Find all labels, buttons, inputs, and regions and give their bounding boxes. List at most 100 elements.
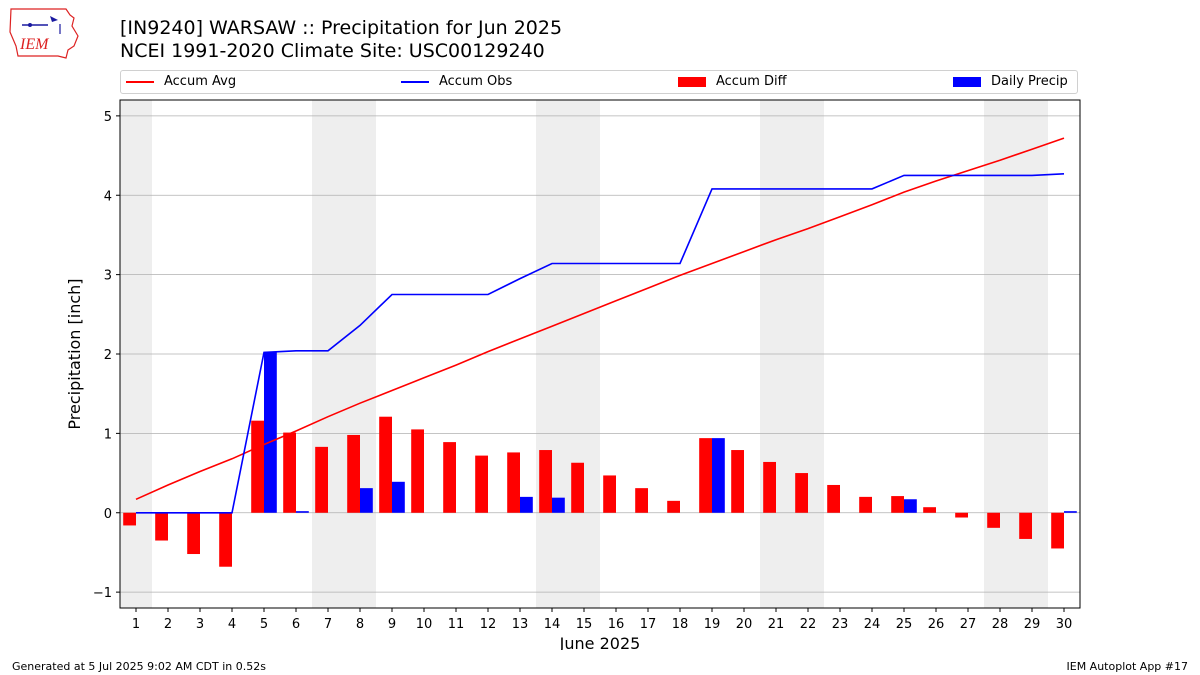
accum-diff-bar bbox=[443, 442, 456, 513]
accum-diff-bar bbox=[923, 507, 936, 513]
y-tick-label: −1 bbox=[93, 586, 112, 601]
accum-diff-bar bbox=[635, 488, 648, 513]
accum-avg-line bbox=[135, 137, 1065, 501]
daily-precip-bar bbox=[1064, 511, 1077, 513]
legend-label-accum-diff: Accum Diff bbox=[716, 74, 787, 89]
accum-diff-bar bbox=[283, 432, 296, 513]
accum-diff-bar bbox=[699, 438, 712, 513]
x-tick-label: 11 bbox=[448, 617, 465, 632]
x-tick-label: 16 bbox=[608, 617, 625, 632]
x-tick-label: 17 bbox=[640, 617, 657, 632]
daily-precip-bar bbox=[520, 496, 533, 513]
accum-diff-bar bbox=[379, 416, 392, 513]
accum-diff-bar bbox=[251, 420, 264, 513]
accum-diff-bar bbox=[219, 512, 232, 567]
accum-diff-bar bbox=[507, 452, 520, 513]
accum-diff-bar bbox=[731, 450, 744, 513]
logo-text: IEM bbox=[19, 36, 50, 53]
x-tick-label: 26 bbox=[928, 617, 945, 632]
accum-diff-bar bbox=[1051, 512, 1064, 549]
x-tick-label: 30 bbox=[1056, 617, 1073, 632]
accum-diff-bar bbox=[347, 434, 360, 513]
x-tick-label: 24 bbox=[864, 617, 881, 632]
x-tick-label: 21 bbox=[768, 617, 785, 632]
x-tick-label: 4 bbox=[228, 617, 236, 632]
line-series bbox=[135, 137, 1065, 514]
legend-swatch-blue-line bbox=[401, 80, 429, 83]
x-tick-label: 15 bbox=[576, 617, 593, 632]
x-tick-label: 27 bbox=[960, 617, 977, 632]
legend-label-accum-obs: Accum Obs bbox=[439, 74, 513, 89]
accum-diff-bar bbox=[987, 512, 1000, 528]
legend-swatch-red-line bbox=[126, 80, 154, 83]
bar-series bbox=[123, 352, 1077, 567]
accum-diff-bar bbox=[475, 455, 488, 513]
accum-diff-bar bbox=[827, 484, 840, 513]
legend-item-accum-avg: Accum Avg bbox=[126, 74, 236, 89]
y-tick-label: 5 bbox=[104, 110, 112, 125]
x-tick-label: 8 bbox=[356, 617, 364, 632]
y-tick-label: 0 bbox=[104, 507, 112, 522]
accum-diff-bar bbox=[667, 500, 680, 513]
daily-precip-bar bbox=[712, 438, 725, 513]
accum-diff-bar bbox=[795, 473, 808, 513]
x-tick-label: 14 bbox=[544, 617, 561, 632]
x-tick-label: 22 bbox=[800, 617, 817, 632]
x-tick-label: 19 bbox=[704, 617, 721, 632]
daily-precip-bar bbox=[552, 497, 565, 513]
x-tick-label: 18 bbox=[672, 617, 689, 632]
x-tick-label: 28 bbox=[992, 617, 1009, 632]
accum-diff-bar bbox=[891, 496, 904, 513]
x-tick-label: 13 bbox=[512, 617, 529, 632]
accum-diff-bar bbox=[571, 462, 584, 513]
x-tick-label: 7 bbox=[324, 617, 332, 632]
y-tick-label: 1 bbox=[104, 427, 112, 442]
y-axis-label: Precipitation [inch] bbox=[65, 278, 84, 429]
x-tick-label: 25 bbox=[896, 617, 913, 632]
daily-precip-bar bbox=[904, 499, 917, 513]
daily-precip-bar bbox=[296, 511, 309, 513]
x-tick-label: 3 bbox=[196, 617, 204, 632]
x-tick-label: 20 bbox=[736, 617, 753, 632]
accum-obs-line bbox=[136, 173, 1065, 514]
app-credit: IEM Autoplot App #17 bbox=[1066, 660, 1189, 673]
generated-timestamp: Generated at 5 Jul 2025 9:02 AM CDT in 0… bbox=[12, 660, 266, 673]
legend-item-accum-diff: Accum Diff bbox=[678, 74, 787, 89]
x-tick-label: 23 bbox=[832, 617, 849, 632]
accum-diff-bar bbox=[1019, 512, 1032, 539]
x-axis: 1 2 3 4 5 6 7 8 9 10 11 12 13 14 15 16 17 18 19 20 21 22 23 24 2… bbox=[132, 608, 1072, 632]
daily-precip-bar bbox=[264, 352, 277, 513]
accum-diff-bar bbox=[315, 446, 328, 513]
legend-label-daily-precip: Daily Precip bbox=[991, 74, 1068, 89]
accum-diff-bar bbox=[859, 496, 872, 513]
accum-diff-bar bbox=[539, 450, 552, 513]
y-tick-label: 2 bbox=[104, 348, 112, 363]
accum-diff-bar bbox=[187, 512, 200, 555]
x-tick-label: 2 bbox=[164, 617, 172, 632]
daily-precip-bar bbox=[392, 481, 405, 513]
chart-subtitle: NCEI 1991-2020 Climate Site: USC00129240 bbox=[120, 40, 545, 62]
daily-precip-bar bbox=[360, 488, 373, 513]
x-tick-label: 6 bbox=[292, 617, 300, 632]
gridlines bbox=[120, 115, 1080, 593]
accum-diff-bar bbox=[603, 475, 616, 513]
y-axis: −1 0 1 2 3 4 5 bbox=[93, 110, 120, 601]
legend-swatch-blue-bar bbox=[953, 76, 981, 87]
legend-item-daily-precip: Daily Precip bbox=[953, 74, 1068, 89]
accum-diff-bar bbox=[123, 512, 136, 526]
x-axis-label: June 2025 bbox=[559, 634, 641, 650]
accum-diff-bar bbox=[955, 512, 968, 518]
legend-label-accum-avg: Accum Avg bbox=[164, 74, 237, 89]
legend-item-accum-obs: Accum Obs bbox=[401, 74, 512, 89]
x-tick-label: 12 bbox=[480, 617, 497, 632]
y-tick-label: 3 bbox=[104, 269, 112, 284]
x-tick-label: 5 bbox=[260, 617, 268, 632]
accum-diff-bar bbox=[155, 512, 168, 541]
legend: Accum Avg Accum Obs Accum Diff Daily Pre… bbox=[120, 70, 1078, 94]
x-tick-label: 29 bbox=[1024, 617, 1041, 632]
accum-diff-bar bbox=[763, 461, 776, 513]
x-tick-label: 9 bbox=[388, 617, 396, 632]
accum-diff-bar bbox=[411, 429, 424, 513]
legend-swatch-red-bar bbox=[678, 76, 706, 87]
